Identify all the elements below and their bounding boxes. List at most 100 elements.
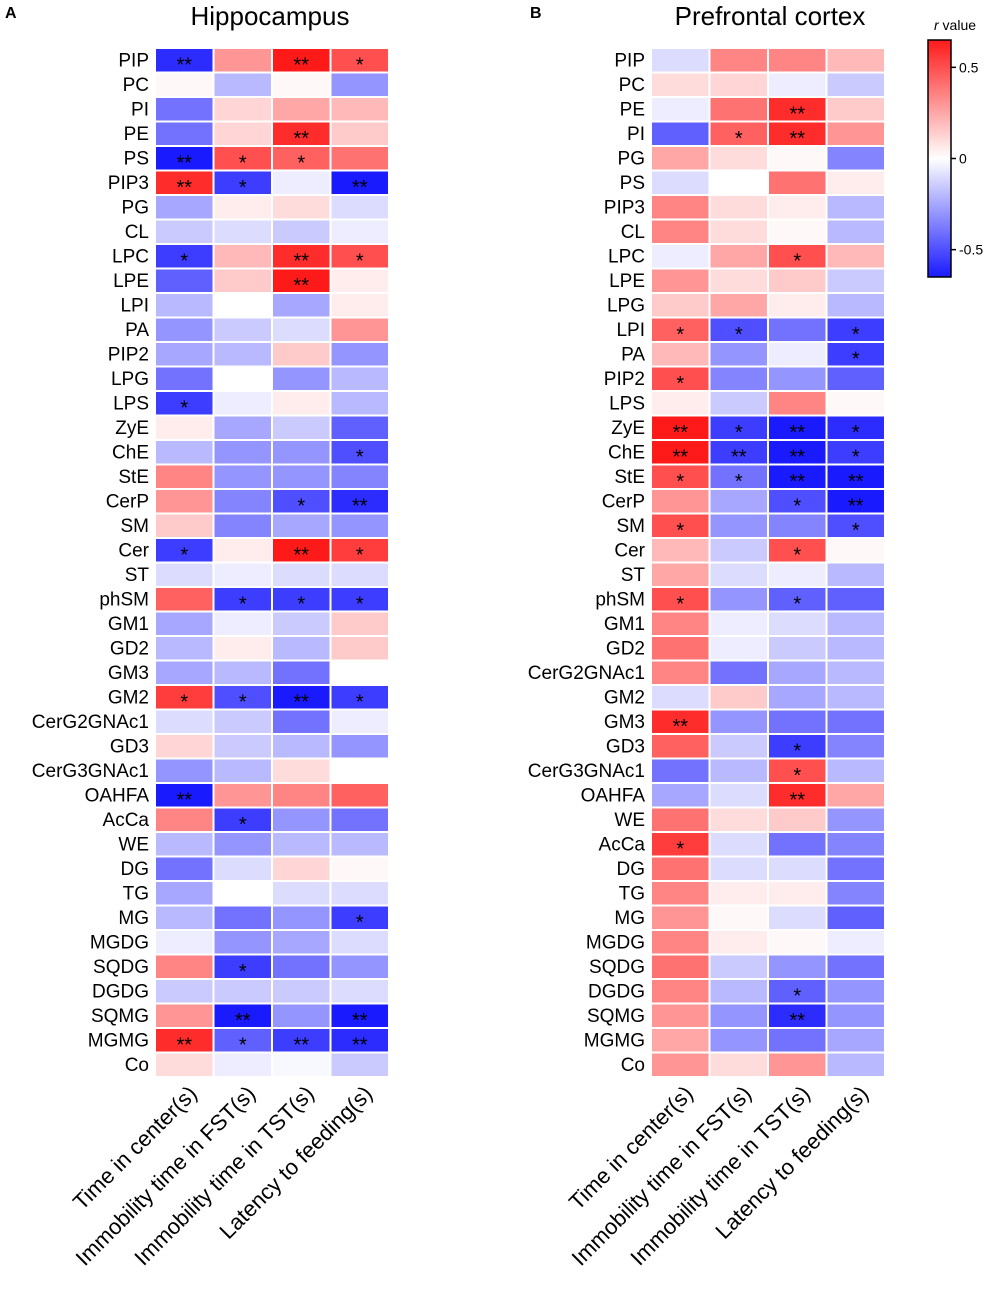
row-label: LPC: [608, 246, 645, 267]
colorbar-tick-label: 0.5: [959, 59, 979, 75]
row-label: WE: [118, 834, 149, 855]
heatmap-cell: [154, 708, 215, 735]
heatmap-cell: [708, 929, 769, 956]
heatmap-cell: [767, 365, 828, 392]
row-label: CerG2GNAc1: [32, 712, 149, 733]
row-label: GM2: [604, 687, 645, 708]
heatmap-cell: [154, 831, 215, 858]
significance-marker: **: [789, 446, 805, 468]
significance-marker: *: [180, 544, 188, 566]
heatmap-cell: [650, 267, 711, 294]
row-label: PE: [620, 99, 645, 120]
heatmap-cell: [329, 463, 390, 490]
heatmap-cells-a: ** ** ***** * *** * *** ** ****** *** ** ** * ** * ** **…: [154, 47, 390, 1078]
heatmap-cell: [212, 488, 273, 515]
heatmap-cell: [825, 96, 886, 123]
heatmap-cell: [708, 341, 769, 368]
significance-marker: *: [356, 912, 364, 934]
heatmap-cell: [271, 243, 332, 270]
heatmap-cell: [271, 341, 332, 368]
row-label: LPI: [120, 295, 149, 316]
heatmap-cell: [329, 316, 390, 343]
heatmap-cell: [271, 806, 332, 833]
heatmap-cell: [154, 537, 215, 564]
panel-title-b: Prefrontal cortex: [675, 1, 866, 31]
heatmap-cell: [329, 733, 390, 760]
heatmap-cell: [767, 953, 828, 980]
heatmap-cell: [212, 243, 273, 270]
heatmap-cell: [212, 96, 273, 123]
row-label: ZyE: [115, 418, 149, 439]
heatmap-cell: [825, 194, 886, 221]
heatmap-cell: [329, 341, 390, 368]
significance-marker: **: [789, 789, 805, 811]
heatmap-cell: [767, 512, 828, 539]
significance-marker: **: [789, 128, 805, 150]
heatmap-cell: [650, 610, 711, 637]
significance-marker: *: [297, 152, 305, 174]
heatmap-cell: [767, 390, 828, 417]
row-label: LPG: [111, 369, 149, 390]
heatmap-cell: [154, 659, 215, 686]
heatmap-cell: [329, 1027, 390, 1054]
panel-title-a: Hippocampus: [191, 1, 350, 31]
heatmap-cell: [767, 267, 828, 294]
colorbar-tick-label: 0: [959, 151, 967, 167]
heatmap-cell: [650, 635, 711, 662]
heatmap-cell: [271, 782, 332, 809]
heatmap-cell: [708, 855, 769, 882]
heatmap-cell: [154, 439, 215, 466]
heatmap-cell: [329, 194, 390, 221]
heatmap-cell: [212, 635, 273, 662]
heatmap-cell: [708, 1051, 769, 1078]
significance-marker: *: [852, 422, 860, 444]
heatmap-cell: [212, 71, 273, 98]
heatmap-cell: [271, 512, 332, 539]
heatmap-cell: [825, 978, 886, 1005]
heatmap-cell: [271, 1002, 332, 1029]
significance-marker: **: [848, 495, 864, 517]
heatmap-cell: [271, 194, 332, 221]
heatmap-cell: [271, 880, 332, 907]
significance-marker: **: [293, 275, 309, 297]
significance-marker: **: [293, 250, 309, 272]
heatmap-cell: [825, 169, 886, 196]
heatmap-cell: [329, 390, 390, 417]
heatmap-cell: [708, 537, 769, 564]
row-label: MGMG: [584, 1030, 645, 1051]
heatmap-cell: [212, 904, 273, 931]
significance-marker: *: [793, 250, 801, 272]
significance-marker: **: [293, 1034, 309, 1056]
colorbar-tick-label: -0.5: [959, 242, 983, 258]
heatmap-cell: [825, 47, 886, 74]
heatmap-cell: [650, 586, 711, 613]
heatmap-cell: [212, 757, 273, 784]
significance-marker: *: [239, 691, 247, 713]
heatmap-cell: [329, 439, 390, 466]
heatmap-cell: [708, 635, 769, 662]
row-label: SQDG: [93, 957, 149, 978]
heatmap-cell: [329, 47, 390, 74]
heatmap-cell: [767, 292, 828, 319]
heatmap-cell: [154, 953, 215, 980]
heatmap-cell: [650, 194, 711, 221]
heatmap-cell: [708, 47, 769, 74]
panel-label-b: B: [530, 5, 542, 22]
heatmap-cell: [329, 71, 390, 98]
heatmap-cell: [708, 365, 769, 392]
heatmap-cell: [825, 537, 886, 564]
row-label: CerG3GNAc1: [32, 761, 149, 782]
heatmap-cell: [708, 953, 769, 980]
heatmap-cell: [767, 978, 828, 1005]
significance-marker: *: [676, 471, 684, 493]
heatmap-cell: [154, 806, 215, 833]
significance-marker: *: [852, 348, 860, 370]
heatmap-cell: [650, 512, 711, 539]
heatmap-cell: [154, 365, 215, 392]
heatmap-cell: [650, 1027, 711, 1054]
significance-marker: *: [356, 544, 364, 566]
heatmap-cell: [212, 218, 273, 245]
heatmap-cell: [708, 218, 769, 245]
heatmap-cell: [708, 267, 769, 294]
heatmap-cell: [212, 463, 273, 490]
